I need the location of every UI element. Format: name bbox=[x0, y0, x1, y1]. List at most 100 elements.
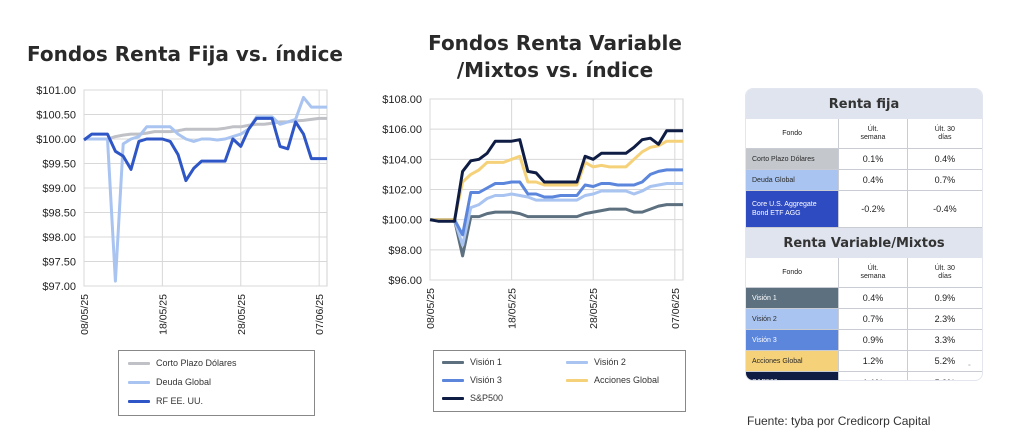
rf-y-tick-label: $97.50 bbox=[42, 257, 76, 269]
rv-y-tick-label: $106.00 bbox=[382, 124, 422, 136]
rf-legend-swatch bbox=[128, 380, 150, 384]
rf-legend-item-deuda-global: Deuda Global bbox=[128, 377, 211, 387]
rf-legend-label: RF EE. UU. bbox=[156, 396, 204, 406]
table-row: S&P500 1.1% 5.9% bbox=[746, 372, 982, 381]
col-header-semana-l1: Últ. bbox=[867, 125, 879, 133]
rv-y-tick-label: $98.00 bbox=[388, 245, 422, 257]
returns-table: Renta fija Fondo Últ. semana Últ. 30 días … bbox=[745, 88, 983, 381]
rv-y-tick-label: $100.00 bbox=[382, 215, 422, 227]
value-30dias: 5.9% bbox=[908, 372, 982, 381]
rf-x-tick-label: 08/05/25 bbox=[79, 294, 91, 335]
col-header-30dias: Últ. 30 días bbox=[908, 119, 982, 148]
col-header-semana-l2: semana bbox=[860, 133, 886, 141]
rf-series-rf-ee-uu- bbox=[83, 116, 327, 183]
table-section-title-renta-variable: Renta Variable/Mixtos bbox=[746, 228, 982, 258]
rv-y-tick-label: $96.00 bbox=[388, 275, 422, 287]
rv-legend-label: Visión 3 bbox=[470, 375, 502, 385]
table-row: Visión 2 0.7% 2.3% bbox=[746, 309, 982, 330]
rf-legend-label: Corto Plazo Dólares bbox=[156, 358, 237, 368]
rv-y-tick-label: $104.00 bbox=[382, 154, 422, 166]
rf-x-tick-label: 18/05/25 bbox=[157, 294, 169, 335]
chart-title-renta-variable-line2: /Mixtos vs. índice bbox=[456, 58, 654, 82]
rv-series-acciones-global bbox=[430, 139, 683, 222]
rf-legend-item-rf-ee-uu-: RF EE. UU. bbox=[128, 396, 203, 406]
fund-name-core-agg: Core U.S. Aggregate Bond ETF AGG bbox=[746, 191, 840, 227]
col-header-semana: Últ. semana bbox=[839, 258, 908, 287]
table-row: Core U.S. Aggregate Bond ETF AGG -0.2% -0… bbox=[746, 191, 982, 228]
source-note: Fuente: tyba por Credicorp Capital bbox=[747, 414, 931, 428]
rv-legend-item-acciones-global: Acciones Global bbox=[566, 375, 659, 385]
rv-legend-item-visi-n-3: Visión 3 bbox=[442, 375, 502, 385]
rv-legend-swatch bbox=[566, 378, 588, 382]
rf-legend-swatch bbox=[128, 399, 150, 403]
col-header-semana: Últ. semana bbox=[839, 119, 908, 148]
value-30dias: 0.7% bbox=[934, 175, 956, 185]
fund-name-core-agg-l2: Bond ETF AGG bbox=[752, 210, 801, 217]
value-30dias: 0.9% bbox=[934, 293, 956, 303]
rf-y-tick-label: $98.00 bbox=[42, 232, 76, 244]
fund-name-sp500: S&P500 bbox=[746, 372, 840, 380]
table-row: Visión 3 0.9% 3.3% bbox=[746, 330, 982, 351]
col-header-semana-l2: semana bbox=[860, 272, 886, 280]
rf-y-tick-label: $100.00 bbox=[36, 134, 76, 146]
col-header-30dias-l2: días bbox=[938, 272, 952, 280]
rv-x-tick-label: 28/05/25 bbox=[588, 288, 600, 329]
value-30dias: 5.2% bbox=[934, 356, 956, 366]
rv-legend-swatch bbox=[442, 378, 464, 382]
rv-series-s-p500 bbox=[429, 129, 683, 223]
legend-renta-fija: Corto Plazo Dólares Deuda Global RF EE. UU… bbox=[118, 350, 315, 416]
rv-x-tick-label: 08/05/25 bbox=[425, 288, 437, 329]
rv-legend-label: S&P500 bbox=[470, 393, 504, 403]
rv-legend-item-visi-n-2: Visión 2 bbox=[566, 357, 626, 367]
col-header-30dias-l1: Últ. 30 bbox=[934, 264, 955, 272]
value-semana: 0.4% bbox=[839, 170, 908, 190]
rv-legend-item-s-p500: S&P500 bbox=[442, 393, 503, 403]
rf-legend-label: Deuda Global bbox=[156, 377, 212, 387]
value-semana: -0.2% bbox=[839, 191, 908, 227]
fund-name-vision-2: Visión 2 bbox=[746, 309, 840, 329]
value-30dias: -0.4% bbox=[933, 204, 957, 214]
rf-y-tick-label: $99.50 bbox=[42, 159, 76, 171]
rf-y-tick-label: $99.00 bbox=[42, 183, 76, 195]
value-30dias: 3.3% bbox=[934, 335, 956, 345]
value-semana: 0.4% bbox=[839, 288, 908, 308]
rv-legend-label: Visión 1 bbox=[470, 357, 502, 367]
chart-title-renta-variable-line1: Fondos Renta Variable bbox=[428, 31, 682, 55]
fund-name-acciones-global: Acciones Global bbox=[746, 351, 840, 371]
corner-mark: ° bbox=[968, 364, 971, 371]
rf-series-deuda-global bbox=[84, 95, 327, 283]
rv-y-tick-label: $108.00 bbox=[382, 94, 422, 106]
col-header-30dias: Últ. 30 días bbox=[908, 258, 982, 287]
rv-y-tick-label: $102.00 bbox=[382, 185, 422, 197]
col-header-fondo: Fondo bbox=[746, 258, 840, 287]
chart-title-renta-fija: Fondos Renta Fija vs. índice bbox=[27, 42, 343, 66]
rf-y-tick-label: $100.50 bbox=[36, 110, 76, 122]
rv-series-visi-n-1 bbox=[430, 203, 683, 258]
table-header-row: Fondo Últ. semana Últ. 30 días bbox=[746, 119, 982, 149]
table-row: Deuda Global 0.4% 0.7% bbox=[746, 170, 982, 191]
rv-legend-label: Visión 2 bbox=[594, 357, 626, 367]
table-header-row: Fondo Últ. semana Últ. 30 días bbox=[746, 258, 982, 288]
value-semana: 1.2% bbox=[839, 351, 908, 371]
value-semana: 0.1% bbox=[839, 149, 908, 169]
col-header-30dias-l1: Últ. 30 bbox=[934, 125, 955, 133]
table-row: Acciones Global 1.2% 5.2% bbox=[746, 351, 982, 372]
chart-title-renta-variable: Fondos Renta Variable /Mixtos vs. índice bbox=[390, 30, 720, 84]
rv-legend-swatch bbox=[566, 360, 588, 364]
rf-y-tick-label: $101.00 bbox=[36, 85, 76, 97]
value-30dias: 2.3% bbox=[934, 314, 956, 324]
value-semana: 0.9% bbox=[839, 330, 908, 350]
rv-legend-swatch bbox=[442, 396, 464, 400]
col-header-fondo: Fondo bbox=[746, 119, 840, 148]
rv-legend-label: Acciones Global bbox=[594, 375, 660, 385]
rv-x-tick-label: 18/05/25 bbox=[507, 288, 519, 329]
rf-y-tick-label: $98.50 bbox=[42, 208, 76, 220]
fund-name-core-agg-l1: Core U.S. Aggregate bbox=[752, 201, 817, 208]
rv-series-visi-n-2 bbox=[430, 182, 683, 247]
rf-legend-swatch bbox=[128, 361, 150, 365]
rv-legend-swatch bbox=[442, 360, 464, 364]
col-header-30dias-l2: días bbox=[938, 133, 952, 141]
col-header-semana-l1: Últ. bbox=[867, 264, 879, 272]
